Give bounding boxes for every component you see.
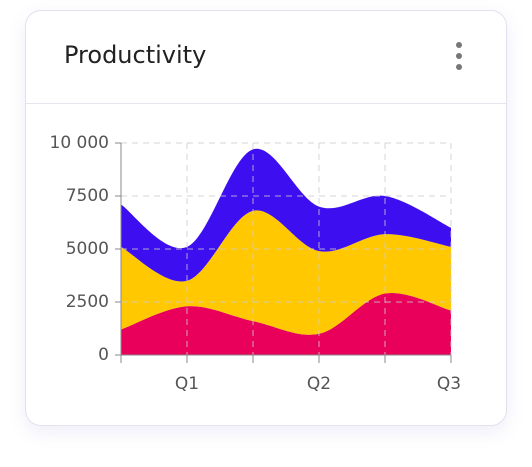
- area: [121, 148, 451, 282]
- y-tick-label: 10 000: [50, 133, 109, 153]
- area: [121, 292, 451, 355]
- card-header: Productivity: [26, 11, 506, 104]
- y-tick-label: 5000: [66, 239, 109, 259]
- x-tick-label: Q3: [437, 374, 461, 394]
- y-tick-label: 0: [98, 345, 109, 365]
- y-tick-label: 2500: [66, 292, 109, 312]
- card-title: Productivity: [64, 41, 207, 69]
- x-tick-label: Q2: [307, 374, 331, 394]
- area: [121, 210, 451, 335]
- y-tick-label: 7500: [66, 186, 109, 206]
- x-tick-label: Q1: [175, 374, 199, 394]
- menu-button[interactable]: [456, 42, 462, 75]
